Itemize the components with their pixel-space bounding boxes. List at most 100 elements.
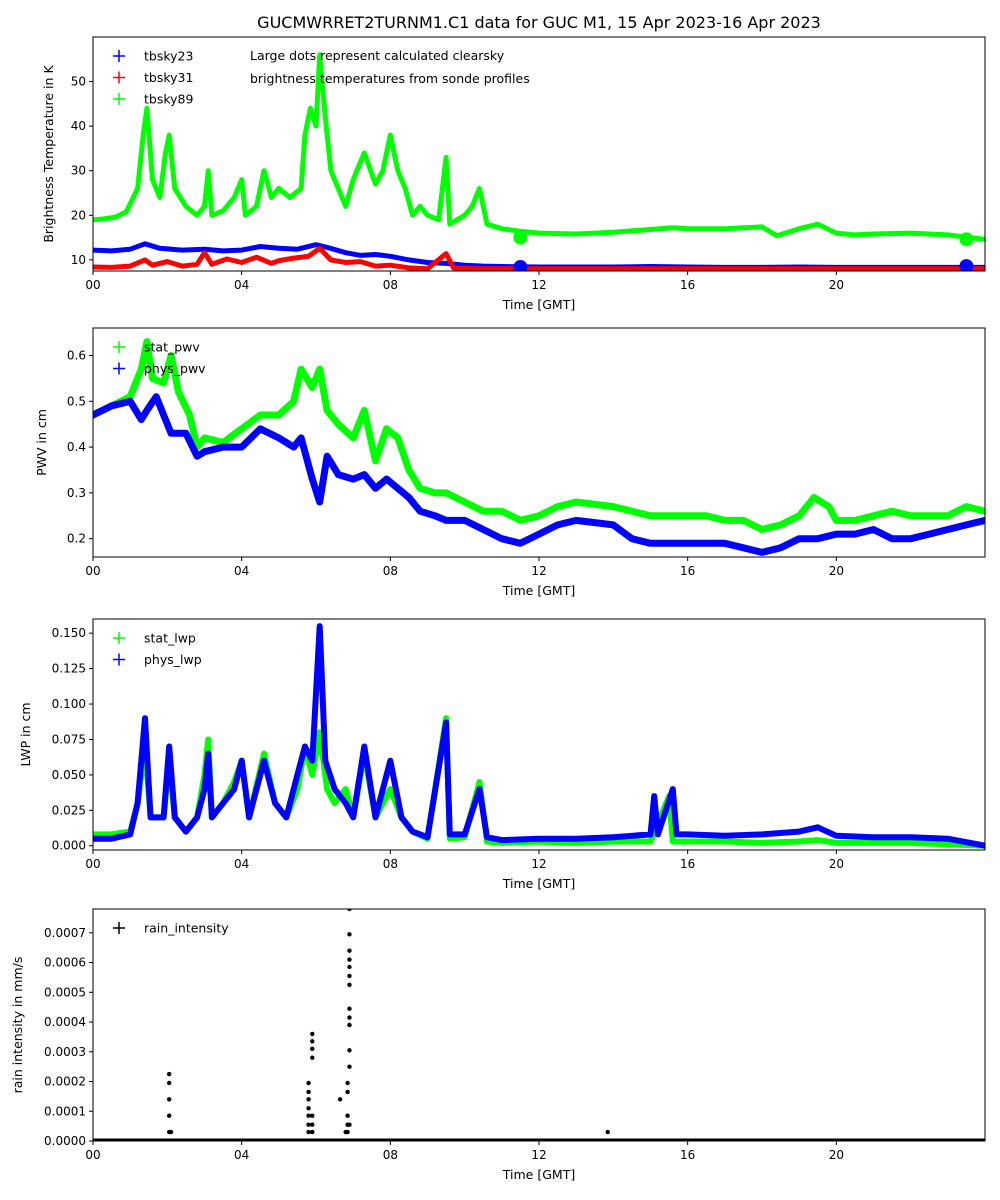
- y-tick-label: 50: [71, 75, 86, 89]
- data-point-2: [166, 1080, 172, 1086]
- y-axis: 0.000 0.025 0.050 0.075 0.100 0.125 0.150: [52, 626, 93, 853]
- y-tick-label: 0.000: [52, 839, 86, 853]
- panel-4: 00 04 08 12 16 20 Time [GMT] 0.0000 0.0001 0.0002…: [10, 908, 986, 1182]
- data-point-32: [347, 964, 352, 970]
- x-axis-label: Time [GMT]: [502, 876, 575, 891]
- data-point-8: [306, 1089, 311, 1095]
- y-tick-label: 0.3: [67, 486, 86, 500]
- x-tick-label: 08: [383, 1148, 398, 1162]
- x-tick-label: 00: [85, 857, 100, 871]
- series-line-stat_pwv: [93, 338, 985, 533]
- x-tick-label: 12: [531, 278, 546, 292]
- data-point-18: [310, 1113, 315, 1118]
- y-tick-label: 0.025: [52, 803, 86, 817]
- panels: 00 04 08 12 16 20 Time [GMT] 10 20 30 40 50 Brightne…: [10, 36, 986, 1182]
- figure-title: GUCMWRRET2TURNM1.C1 data for GUC M1, 15 …: [257, 13, 821, 32]
- clearsky-dot-1: [513, 230, 528, 245]
- x-tick-label: 12: [531, 564, 546, 578]
- data-point-34: [347, 982, 352, 988]
- y-tick-label: 0.0000: [44, 1134, 86, 1148]
- legend-label-tbsky23: tbsky23: [144, 49, 193, 64]
- y-tick-label: 0.0002: [44, 1075, 86, 1089]
- data-point-14: [310, 1031, 315, 1037]
- data-point-13: [306, 1129, 311, 1135]
- x-tick-label: 00: [85, 564, 100, 578]
- legend-label-rain_intensity: rain_intensity: [144, 921, 229, 936]
- y-axis: 10 20 30 40 50: [71, 75, 93, 267]
- y-tick-label: 40: [71, 119, 86, 133]
- x-tick-label: 04: [234, 564, 249, 578]
- legend: stat_lwp phys_lwp: [113, 631, 202, 667]
- legend-label-tbsky31: tbsky31: [144, 70, 193, 85]
- annotation-2: brightness temperatures from sonde profi…: [250, 71, 530, 86]
- data-point-30: [347, 948, 352, 953]
- y-tick-label: 20: [71, 208, 86, 222]
- data-point-27: [345, 1129, 350, 1135]
- series-line-tbsky89: [93, 52, 985, 242]
- x-tick-label: 04: [234, 278, 249, 292]
- legend-label-tbsky89: tbsky89: [144, 92, 193, 107]
- y-axis: 0.0000 0.0001 0.0002 0.0003 0.0004 0.0005 0.00…: [44, 926, 93, 1148]
- data-point-3: [166, 1097, 172, 1102]
- y-axis-label: Brightness Temperature in K: [41, 65, 56, 243]
- data-point-29: [347, 932, 352, 937]
- x-axis: 00 04 08 12 16 20: [85, 557, 844, 578]
- y-tick-label: 0.150: [52, 626, 86, 640]
- y-tick-label: 0.075: [52, 732, 86, 746]
- data-point-19: [310, 1122, 315, 1127]
- data-point-16: [310, 1046, 315, 1051]
- plot-area: [93, 338, 985, 556]
- x-axis: 00 04 08 12 16 20: [85, 271, 844, 292]
- plot-area: [93, 909, 985, 1141]
- data-point-26: [345, 1089, 350, 1095]
- x-tick-label: 00: [85, 1148, 100, 1162]
- clearsky-dot-4: [959, 259, 974, 271]
- x-axis: 00 04 08 12 16 20: [85, 850, 844, 871]
- panel-1: 00 04 08 12 16 20 Time [GMT] 10 20 30 40 50 Brightne…: [41, 36, 986, 312]
- y-tick-label: 0.050: [52, 768, 86, 782]
- y-tick-label: 0.0003: [44, 1045, 86, 1059]
- y-tick-label: 0.2: [67, 532, 86, 546]
- x-tick-label: 08: [383, 564, 398, 578]
- data-point-40: [347, 1064, 352, 1069]
- x-tick-label: 20: [829, 1148, 844, 1162]
- x-axis: 00 04 08 12 16 20: [85, 1141, 844, 1162]
- x-tick-label: 20: [829, 564, 844, 578]
- x-tick-label: 16: [680, 1148, 695, 1162]
- x-tick-label: 12: [531, 1148, 546, 1162]
- series-line-phys_pwv: [93, 393, 985, 556]
- x-axis-label: Time [GMT]: [502, 297, 575, 312]
- annotation-1: Large dots represent calculated clearsky: [250, 48, 505, 63]
- x-tick-label: 16: [680, 857, 695, 871]
- y-tick-label: 0.0004: [44, 1015, 86, 1029]
- data-point-20: [310, 1129, 315, 1135]
- y-tick-label: 0.100: [52, 697, 86, 711]
- series-line-tbsky31: [93, 245, 985, 271]
- y-axis-label: PWV in cm: [34, 409, 49, 476]
- plot-area: [93, 623, 985, 849]
- data-point-9: [306, 1097, 311, 1102]
- y-tick-label: 0.0006: [44, 956, 86, 970]
- data-point-11: [306, 1113, 311, 1118]
- x-axis-label: Time [GMT]: [502, 583, 575, 598]
- y-axis-label: LWP in cm: [18, 702, 33, 766]
- data-point-35: [347, 1006, 352, 1011]
- legend-label-phys_lwp: phys_lwp: [144, 652, 202, 667]
- data-point-38: [347, 1022, 352, 1028]
- data-point-39: [347, 1048, 352, 1053]
- x-tick-label: 04: [234, 1148, 249, 1162]
- y-tick-label: 0.0007: [44, 926, 86, 940]
- y-tick-label: 0.4: [67, 440, 86, 454]
- x-tick-label: 04: [234, 857, 249, 871]
- clearsky-dot-2: [513, 259, 528, 271]
- x-tick-label: 20: [829, 278, 844, 292]
- x-tick-label: 00: [85, 278, 100, 292]
- y-tick-label: 30: [71, 164, 86, 178]
- legend: stat_pwv phys_pwv: [113, 340, 206, 376]
- x-tick-label: 20: [829, 857, 844, 871]
- y-axis-label: rain intensity in mm/s: [10, 957, 25, 1094]
- data-point-10: [306, 1106, 311, 1111]
- series-line-phys_lwp: [93, 623, 985, 849]
